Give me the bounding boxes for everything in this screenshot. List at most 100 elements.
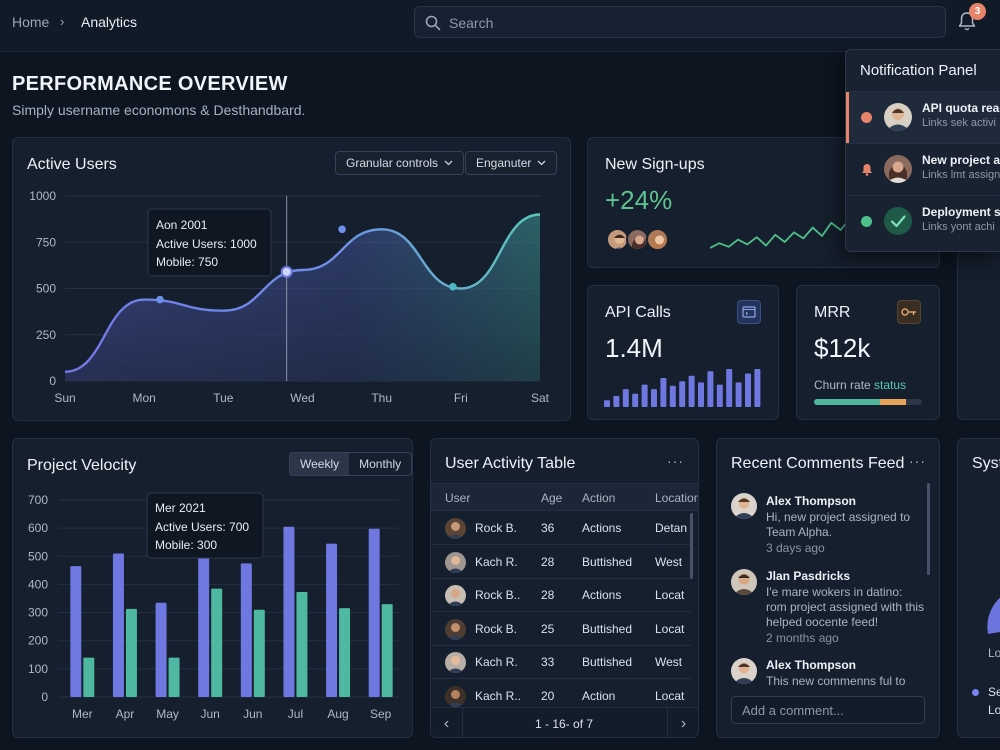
bar-series-1[interactable] [240, 563, 252, 697]
next-page-button[interactable]: › [667, 708, 698, 737]
bar-series-1[interactable] [283, 526, 295, 697]
table-row[interactable]: Rock B.. 28 Actions Locat [431, 579, 691, 612]
more-menu-icon[interactable]: ··· [667, 453, 684, 469]
column-header-user[interactable]: User [445, 491, 471, 505]
column-header-location[interactable]: Location [655, 491, 699, 505]
y-tick-label: 300 [28, 606, 48, 620]
tab-monthly[interactable]: Monthly [359, 457, 402, 471]
column-header-age[interactable]: Age [541, 491, 563, 505]
x-tick-label: Sun [54, 391, 75, 405]
cell-location: Locat [655, 588, 685, 602]
table-row[interactable]: Rock B. 25 Buttished Locat [431, 613, 691, 646]
x-tick-label: Sat [531, 391, 550, 405]
y-tick-label: 0 [41, 690, 48, 704]
bar-series-1[interactable] [326, 543, 338, 697]
x-tick-label: Apr [116, 707, 135, 721]
bar-series-2[interactable] [211, 588, 223, 697]
notification-subtitle: Links yont achi [922, 221, 995, 233]
notification-panel-title: Notification Panel [860, 62, 977, 79]
comment-author[interactable]: Alex Thompson [766, 494, 857, 508]
notification-item[interactable]: Deployment su Links yont achi [846, 195, 1000, 247]
x-tick-label: Fri [454, 391, 468, 405]
cell-user: Rock B.. [475, 588, 521, 602]
legend-dot-icon [972, 689, 979, 696]
active-users-title: Active Users [27, 156, 117, 173]
active-users-chart: 0 250 500 750 1000 Sun Mon Tue Wed Thu Fri Sat Aon… [29, 189, 550, 405]
bar-series-1[interactable] [112, 553, 124, 697]
api-calls-title: API Calls [605, 304, 671, 321]
data-point[interactable] [280, 265, 293, 278]
search-input[interactable] [449, 13, 929, 33]
avatar [884, 103, 912, 131]
api-calls-bar [622, 389, 629, 407]
cell-location: West [655, 655, 683, 669]
tooltip-title: Aon 2001 [156, 218, 208, 232]
table-scrollbar[interactable] [690, 513, 693, 579]
x-tick-label: Mer [72, 707, 93, 721]
table-row[interactable]: Kach R.. 20 Action Locat [431, 680, 691, 713]
more-menu-icon[interactable]: ··· [909, 453, 926, 469]
cell-age: 36 [541, 521, 555, 535]
avatar [445, 551, 466, 573]
bar-series-1[interactable] [368, 528, 380, 697]
table-header: User Age Action Location [431, 483, 699, 511]
bar-series-2[interactable] [381, 604, 393, 697]
notification-item[interactable]: API quota reac Links sek activi [846, 91, 1000, 144]
api-calls-bar [745, 373, 751, 407]
y-tick-label: 400 [28, 577, 48, 591]
cell-location: West [655, 554, 683, 569]
table-row[interactable]: Kach R. 28 Buttished West [431, 546, 691, 579]
enganuter-dropdown[interactable]: Enganuter [465, 151, 558, 175]
avatar [445, 618, 466, 640]
api-calls-bar [641, 384, 648, 407]
breadcrumb-current: Analytics [81, 14, 138, 30]
api-calls-bar [632, 393, 639, 407]
data-point[interactable] [338, 225, 346, 234]
bar-series-2[interactable] [339, 608, 351, 697]
bar-series-1[interactable] [70, 566, 82, 697]
column-header-action[interactable]: Action [582, 491, 616, 505]
mrr-title: MRR [814, 304, 851, 321]
api-calls-bar-chart [604, 369, 761, 407]
comment-author[interactable]: Jlan Pasdricks [766, 569, 851, 583]
tab-weekly[interactable]: Weekly [290, 453, 350, 475]
bar-series-2[interactable] [296, 592, 308, 697]
top-bar: Home › Analytics 3 [0, 0, 1000, 52]
prev-page-button[interactable]: ‹ [431, 708, 463, 737]
cell-action: Buttished [582, 554, 633, 569]
notification-count-badge: 3 [969, 3, 986, 20]
cell-user: Rock B. [475, 621, 518, 636]
page-subtitle: Simply username economons & Desthandbard… [12, 102, 306, 118]
bar-series-2[interactable] [83, 657, 95, 697]
data-point[interactable] [156, 295, 164, 304]
table-row[interactable]: Rock B. 36 Actions Detan [431, 512, 691, 545]
api-calls-card: API Calls 1.4M [587, 285, 779, 420]
churn-label: Churn rate status [814, 378, 906, 392]
bar-series-1[interactable] [198, 556, 210, 697]
cell-action: Buttished [582, 655, 633, 669]
active-users-card: Active Users Granular controls Enganuter [12, 137, 571, 421]
comment-author[interactable]: Alex Thompson [766, 658, 857, 672]
api-calls-bar [613, 395, 620, 407]
avatar [445, 518, 466, 539]
breadcrumb-home[interactable]: Home [12, 14, 50, 30]
dropdown-label: Enganuter [476, 156, 532, 170]
data-point[interactable] [449, 282, 457, 291]
comments-scrollbar[interactable] [927, 483, 930, 575]
bar-series-2[interactable] [168, 657, 180, 697]
comment-input[interactable] [732, 697, 924, 723]
tooltip-line-2: Mobile: 750 [156, 255, 218, 269]
churn-progress-fill [814, 399, 906, 405]
table-row[interactable]: Kach R. 33 Buttished West [431, 646, 691, 679]
tooltip-line-2: Mobile: 300 [155, 538, 217, 552]
cell-age: 33 [541, 655, 555, 669]
bar-series-2[interactable] [125, 608, 137, 697]
y-tick-label: 1000 [29, 189, 56, 203]
search-bar[interactable] [414, 6, 946, 38]
chevron-down-icon [537, 160, 546, 166]
granular-controls-dropdown[interactable]: Granular controls [335, 151, 465, 175]
bar-series-2[interactable] [253, 609, 265, 697]
bar-series-1[interactable] [155, 602, 167, 697]
notification-item[interactable]: New project as Links lmt assign [846, 143, 1000, 195]
y-tick-label: 600 [28, 521, 48, 535]
